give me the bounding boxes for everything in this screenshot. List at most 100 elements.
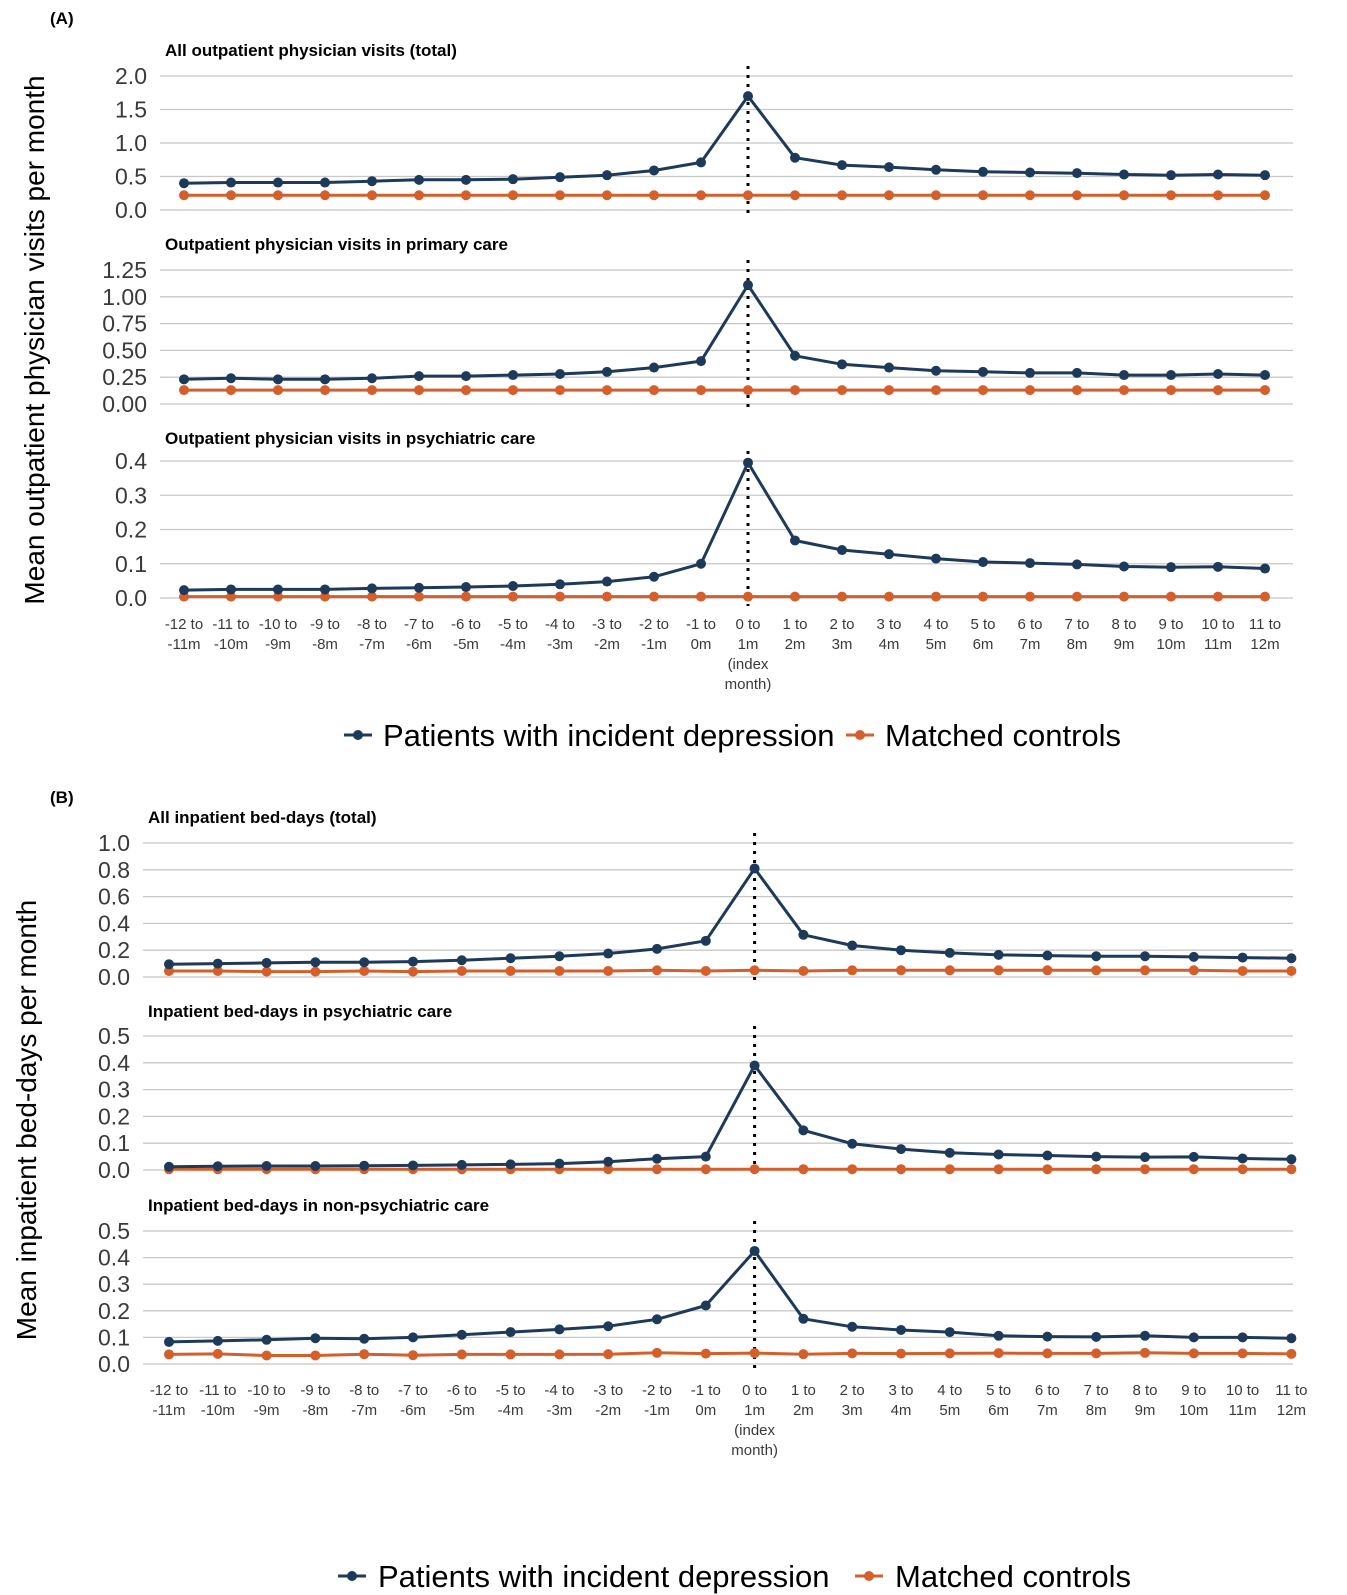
data-point-controls bbox=[555, 190, 565, 201]
subplot-title: All inpatient bed-days (total) bbox=[148, 808, 377, 827]
subplot-4: All inpatient bed-days (total)0.00.20.40… bbox=[98, 808, 1297, 990]
data-point-controls bbox=[749, 965, 760, 976]
data-point-patients bbox=[743, 280, 753, 291]
data-point-patients bbox=[1042, 950, 1053, 961]
data-point-controls bbox=[226, 190, 236, 201]
x-tick-label: 6 to 7m bbox=[1017, 616, 1042, 653]
data-point-patients bbox=[359, 1333, 370, 1344]
data-point-controls bbox=[790, 190, 800, 201]
data-point-controls bbox=[1072, 385, 1082, 396]
y-tick-label: 0.0 bbox=[98, 1157, 130, 1183]
data-point-patients bbox=[944, 1327, 955, 1338]
data-point-patients bbox=[847, 1138, 858, 1149]
data-point-patients bbox=[749, 863, 760, 874]
data-point-patients bbox=[1119, 561, 1129, 572]
data-point-controls bbox=[602, 190, 612, 201]
series-line-patients bbox=[183, 461, 1266, 592]
data-point-patients bbox=[649, 362, 659, 373]
data-point-patients bbox=[1042, 1331, 1053, 1342]
data-point-patients bbox=[1072, 168, 1082, 179]
data-point-controls bbox=[1042, 965, 1053, 976]
data-point-patients bbox=[461, 582, 471, 593]
data-point-patients bbox=[1237, 952, 1248, 963]
data-point-patients bbox=[555, 579, 565, 590]
data-point-controls bbox=[408, 1350, 418, 1361]
subplot-title: Inpatient bed-days in non-psychiatric ca… bbox=[148, 1196, 489, 1215]
x-tick-label: 0 to 1m (index month) bbox=[731, 1382, 778, 1459]
data-point-patients bbox=[749, 1060, 760, 1071]
data-point-controls bbox=[310, 966, 321, 977]
data-point-controls bbox=[1140, 965, 1150, 976]
data-point-controls bbox=[847, 965, 858, 976]
x-tick-label: 9 to 10m bbox=[1156, 616, 1185, 653]
data-point-patients bbox=[896, 1144, 906, 1155]
data-point-controls bbox=[884, 385, 894, 396]
data-point-patients bbox=[456, 955, 467, 966]
data-point-patients bbox=[837, 545, 847, 556]
x-tick-label: 5 to 6m bbox=[986, 1382, 1011, 1419]
subplot-6: Inpatient bed-days in non-psychiatric ca… bbox=[98, 1196, 1297, 1377]
data-point-controls bbox=[226, 591, 236, 602]
data-point-patients bbox=[978, 366, 988, 377]
y-tick-label: 1.5 bbox=[115, 97, 147, 123]
x-tick-label: -12 to -11m bbox=[165, 616, 203, 653]
y-tick-label: 0.5 bbox=[98, 1218, 130, 1244]
data-point-patients bbox=[1237, 1332, 1248, 1343]
data-point-patients bbox=[1025, 167, 1035, 178]
data-point-controls bbox=[1286, 1164, 1297, 1175]
data-point-patients bbox=[461, 371, 471, 382]
data-point-patients bbox=[1140, 1152, 1150, 1163]
panel-a: (A) Mean outpatient physician visits per… bbox=[19, 9, 1293, 753]
data-point-patients bbox=[1237, 1153, 1248, 1164]
y-tick-label: 0.1 bbox=[115, 551, 147, 577]
data-point-controls bbox=[1166, 385, 1176, 396]
data-point-controls bbox=[508, 190, 518, 201]
x-tick-label: 8 to 9m bbox=[1132, 1382, 1157, 1419]
data-point-controls bbox=[652, 1347, 662, 1358]
x-tick-label: 7 to 8m bbox=[1084, 1382, 1109, 1419]
data-point-patients bbox=[414, 174, 424, 185]
data-point-patients bbox=[1140, 1330, 1150, 1341]
data-point-patients bbox=[456, 1159, 467, 1170]
data-point-controls bbox=[652, 965, 662, 976]
data-point-controls bbox=[743, 190, 753, 201]
data-point-controls bbox=[1119, 591, 1129, 602]
data-point-patients bbox=[1091, 1151, 1102, 1162]
data-point-patients bbox=[1260, 170, 1270, 181]
data-point-patients bbox=[696, 558, 706, 569]
x-tick-label: 1 to 2m bbox=[782, 616, 807, 653]
data-point-controls bbox=[1286, 965, 1297, 976]
series-line-controls bbox=[169, 968, 1292, 974]
data-point-controls bbox=[359, 965, 370, 976]
data-point-patients bbox=[1260, 370, 1270, 381]
data-point-controls bbox=[261, 966, 272, 977]
data-point-patients bbox=[696, 157, 706, 168]
data-point-patients bbox=[847, 940, 858, 951]
data-point-controls bbox=[273, 591, 283, 602]
data-point-controls bbox=[798, 1349, 809, 1360]
y-tick-label: 0.0 bbox=[115, 197, 147, 223]
x-tick-label: -2 to -1m bbox=[642, 1382, 672, 1419]
x-tick-label: 10 to 11m bbox=[1226, 1382, 1259, 1419]
data-point-controls bbox=[847, 1348, 858, 1359]
data-point-controls bbox=[696, 385, 706, 396]
data-point-patients bbox=[212, 958, 223, 969]
data-point-patients bbox=[896, 1324, 906, 1335]
data-point-patients bbox=[847, 1321, 858, 1332]
data-point-patients bbox=[944, 947, 955, 958]
data-point-controls bbox=[1025, 385, 1035, 396]
x-tick-label: 2 to 3m bbox=[840, 1382, 865, 1419]
data-point-patients bbox=[602, 576, 612, 587]
x-tick-label: -5 to -4m bbox=[496, 1382, 526, 1419]
data-point-controls bbox=[602, 385, 612, 396]
data-point-patients bbox=[602, 366, 612, 377]
data-point-controls bbox=[896, 1164, 906, 1175]
legend-b-patients-marker bbox=[347, 1571, 357, 1581]
y-tick-label: 0.1 bbox=[98, 1324, 130, 1350]
y-tick-label: 2.0 bbox=[115, 63, 147, 89]
y-tick-label: 0.0 bbox=[98, 964, 130, 990]
data-point-patients bbox=[1213, 368, 1223, 379]
data-point-patients bbox=[652, 1314, 662, 1325]
y-axis-label-b: Mean inpatient bed-days per month bbox=[11, 900, 42, 1341]
data-point-patients bbox=[993, 1149, 1004, 1160]
